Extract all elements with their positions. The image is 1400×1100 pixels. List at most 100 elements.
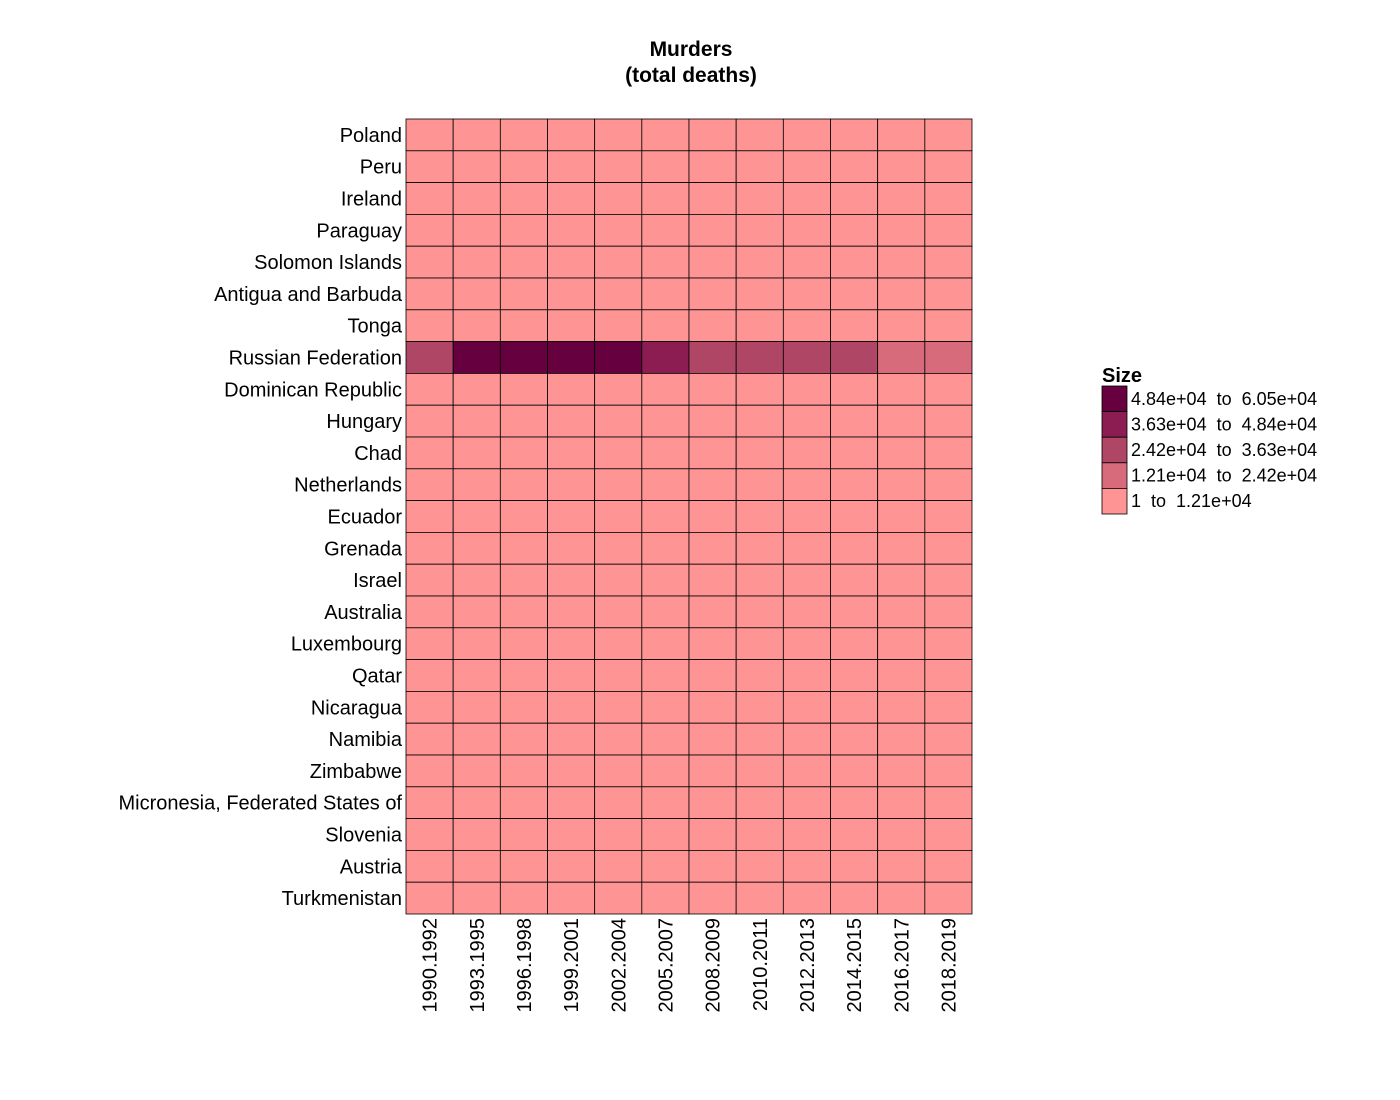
heatmap-cell [877,213,926,247]
heatmap-cell [547,532,596,565]
heatmap-cell [688,595,737,629]
heatmap-cell [877,754,926,788]
row-label: Russian Federation [229,348,402,370]
heatmap-cell [499,659,548,692]
heatmap-cell [547,850,596,883]
heatmap-cell [782,881,831,915]
heatmap-cell [830,436,879,470]
heatmap-cell [547,500,596,533]
heatmap-cell [499,118,548,152]
heatmap-cell [405,309,454,342]
heatmap-cell [594,468,643,501]
heatmap-cell [641,468,690,501]
heatmap-cell [688,213,737,247]
heatmap-cell [641,627,690,660]
legend-key [1101,436,1128,464]
heatmap-cell [924,277,973,311]
heatmap-cell [405,404,454,438]
heatmap-cell [452,786,501,819]
heatmap-cell [641,691,690,724]
heatmap-cell [405,627,454,660]
heatmap-cell [547,595,596,629]
heatmap-cell [594,118,643,152]
heatmap-cell [830,277,879,311]
heatmap-cell [594,532,643,565]
heatmap-cell [877,404,926,438]
heatmap-cell [594,659,643,692]
heatmap-cell [499,309,548,342]
heatmap-cell [594,754,643,788]
heatmap-cell [547,691,596,724]
heatmap-cell [405,754,454,788]
heatmap-cell [641,786,690,819]
heatmap-cell [688,786,737,819]
heatmap-cell [924,532,973,565]
heatmap-cell [547,722,596,756]
heatmap-cell [499,786,548,819]
heatmap-cell [499,754,548,788]
heatmap-cell [688,818,737,851]
heatmap-cell [547,436,596,470]
legend-label: 3.63e+04 to 4.84e+04 [1131,414,1317,434]
heatmap-cell [499,818,548,851]
heatmap-cell [499,404,548,438]
heatmap-cell [830,468,879,501]
heatmap-cell [452,850,501,883]
heatmap-cell [830,563,879,597]
heatmap-cell [735,182,784,215]
heatmap-cell [877,118,926,152]
heatmap-cell [688,563,737,597]
heatmap-cell [782,436,831,470]
heatmap-cell [499,881,548,915]
heatmap-cell [547,468,596,501]
heatmap-cell [735,850,784,883]
heatmap-cell [877,436,926,470]
heatmap-cell [735,500,784,533]
heatmap-cell [547,182,596,215]
heatmap-cell [782,182,831,215]
heatmap-cell [688,341,737,374]
heatmap-cell [782,468,831,501]
heatmap-cell [641,500,690,533]
heatmap-cell [641,659,690,692]
heatmap-cell [830,150,879,184]
heatmap-cell [830,245,879,279]
heatmap-cell [735,436,784,470]
heatmap-cell [405,182,454,215]
heatmap-cell [641,404,690,438]
column-label: 2002.2004 [608,918,630,1013]
heatmap-cell [735,563,784,597]
heatmap-cell [924,722,973,756]
heatmap-cell [877,277,926,311]
heatmap-cell [877,850,926,883]
heatmap-cell [924,436,973,470]
heatmap-cell [782,532,831,565]
heatmap-cell [735,818,784,851]
heatmap-cell [877,881,926,915]
heatmap-cell [924,659,973,692]
row-label: Slovenia [325,825,403,847]
legend-key [1101,462,1128,489]
heatmap-cell [782,500,831,533]
heatmap-cell [499,277,548,311]
heatmap-cell [830,754,879,788]
heatmap-cell [877,659,926,692]
heatmap-cell [594,213,643,247]
column-label: 2014.2015 [844,918,866,1013]
row-label: Netherlands [294,475,402,497]
heatmap-cell [688,182,737,215]
heatmap-cell [452,722,501,756]
heatmap-cell [499,245,548,279]
column-label: 2016.2017 [891,918,913,1013]
heatmap-cell [499,436,548,470]
heatmap-cell [594,786,643,819]
row-label: Israel [353,570,402,592]
heatmap-cell [830,595,879,629]
heatmap-cell [924,309,973,342]
heatmap-cell [547,309,596,342]
heatmap-cell [594,309,643,342]
heatmap-cell [452,341,501,374]
heatmap-cell [688,150,737,184]
heatmap-cell [405,372,454,406]
heatmap-cell [688,850,737,883]
